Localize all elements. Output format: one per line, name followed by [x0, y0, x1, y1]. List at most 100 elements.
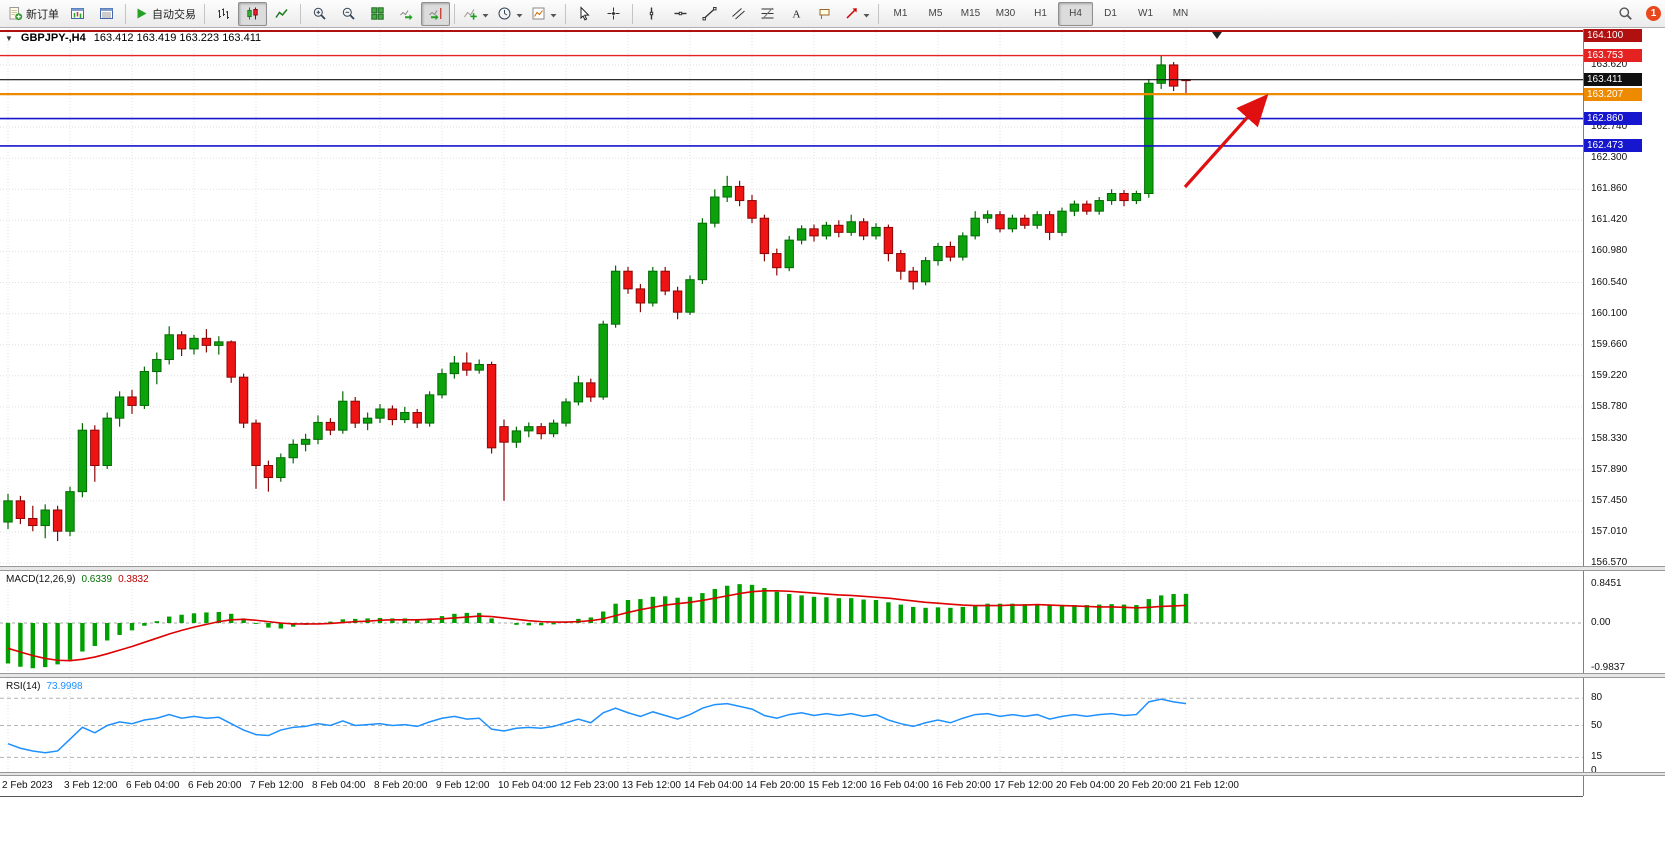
candle[interactable]: [1156, 55, 1166, 89]
candle[interactable]: [1131, 190, 1142, 205]
zoom-out-button[interactable]: [334, 2, 363, 26]
candle[interactable]: [462, 352, 472, 376]
time-axis[interactable]: 2 Feb 2023 3 Feb 12:00 6 Feb 04:00 6 Feb 20…: [0, 776, 1583, 797]
candle[interactable]: [846, 214, 856, 236]
candle[interactable]: [1020, 214, 1030, 229]
new-order-button[interactable]: 新订单: [4, 2, 63, 26]
candle[interactable]: [114, 391, 125, 427]
search-button[interactable]: [1611, 2, 1640, 26]
panel-separator[interactable]: [0, 566, 1665, 571]
autotrading-button[interactable]: 自动交易: [130, 2, 200, 26]
timeframe-h4-button[interactable]: H4: [1058, 1, 1093, 26]
main-price-chart[interactable]: [0, 29, 1583, 566]
candle[interactable]: [164, 326, 174, 365]
candle[interactable]: [486, 361, 497, 454]
candle[interactable]: [784, 235, 794, 272]
candle[interactable]: [1144, 79, 1154, 198]
candle[interactable]: [660, 266, 670, 296]
bar-chart-button[interactable]: [209, 2, 238, 26]
candle[interactable]: [536, 423, 546, 440]
candle[interactable]: [176, 331, 187, 356]
candle[interactable]: [325, 418, 336, 436]
candle[interactable]: [821, 221, 832, 240]
candle[interactable]: [896, 250, 906, 280]
candle[interactable]: [276, 453, 286, 482]
candle[interactable]: [313, 415, 323, 445]
candle[interactable]: [338, 391, 348, 434]
candle[interactable]: [920, 257, 931, 286]
periods-button[interactable]: [493, 2, 527, 26]
candle[interactable]: [759, 214, 770, 262]
candle[interactable]: [548, 419, 559, 438]
candle[interactable]: [586, 378, 596, 402]
fibonacci-button[interactable]: [753, 2, 782, 26]
candle[interactable]: [387, 405, 398, 426]
candle[interactable]: [747, 194, 757, 224]
candle[interactable]: [697, 218, 708, 284]
indicators-button[interactable]: [459, 2, 493, 26]
equidistant-channel-button[interactable]: [724, 2, 753, 26]
candle[interactable]: [1119, 189, 1129, 207]
candle[interactable]: [52, 505, 63, 542]
candle[interactable]: [189, 334, 199, 355]
templates-button[interactable]: [527, 2, 561, 26]
candle[interactable]: [1106, 189, 1117, 205]
candle[interactable]: [449, 355, 460, 379]
candle[interactable]: [201, 329, 212, 353]
vertical-line-button[interactable]: [637, 2, 666, 26]
candle[interactable]: [15, 495, 26, 525]
timeframe-h1-button[interactable]: H1: [1034, 8, 1047, 19]
rsi-panel[interactable]: [0, 678, 1583, 772]
candle[interactable]: [1032, 211, 1042, 229]
candle[interactable]: [424, 391, 435, 427]
candle[interactable]: [883, 224, 894, 262]
candle[interactable]: [40, 504, 50, 539]
timeframe-m5-button[interactable]: M5: [928, 8, 943, 19]
candle[interactable]: [1007, 214, 1018, 233]
candle[interactable]: [152, 352, 162, 385]
candle[interactable]: [28, 505, 38, 532]
trend-arrow-object[interactable]: [1183, 93, 1269, 189]
candle[interactable]: [1094, 197, 1104, 215]
candle[interactable]: [610, 265, 621, 328]
candle[interactable]: [412, 408, 422, 429]
text-button[interactable]: A: [782, 2, 811, 26]
candle[interactable]: [1069, 200, 1080, 217]
candle[interactable]: [499, 419, 509, 501]
candle[interactable]: [933, 242, 943, 266]
candlestick-chart-button[interactable]: [238, 1, 267, 26]
cursor-button[interactable]: [570, 2, 599, 26]
data-window-button[interactable]: [92, 2, 121, 26]
candle[interactable]: [524, 422, 534, 438]
chart-collapse-icon[interactable]: ▼: [5, 33, 13, 43]
candle[interactable]: [65, 486, 75, 537]
candle[interactable]: [734, 180, 745, 207]
timeframe-mn-button[interactable]: MN: [1172, 8, 1189, 19]
candle[interactable]: [796, 225, 807, 245]
candle[interactable]: [511, 426, 522, 448]
candle[interactable]: [995, 211, 1005, 233]
trendline-button[interactable]: [695, 2, 724, 26]
candle[interactable]: [685, 275, 695, 316]
panel-separator[interactable]: [0, 772, 1665, 776]
panel-separator[interactable]: [0, 673, 1665, 678]
candle[interactable]: [908, 266, 918, 290]
arrows-button[interactable]: [840, 2, 874, 26]
candle[interactable]: [672, 286, 683, 320]
candle[interactable]: [871, 223, 881, 240]
candle[interactable]: [226, 340, 236, 383]
candle[interactable]: [1168, 62, 1179, 92]
candle[interactable]: [1057, 207, 1067, 236]
candle[interactable]: [772, 248, 782, 276]
line-chart-button[interactable]: [267, 2, 296, 26]
candle[interactable]: [970, 211, 980, 240]
candle[interactable]: [288, 439, 298, 464]
candle[interactable]: [214, 336, 224, 355]
auto-scroll-button[interactable]: [392, 2, 421, 26]
text-label-button[interactable]: [811, 2, 840, 26]
timeframe-d1-button[interactable]: D1: [1104, 8, 1117, 19]
candle[interactable]: [375, 404, 385, 424]
candle[interactable]: [251, 419, 261, 489]
candle[interactable]: [300, 433, 311, 452]
candle[interactable]: [77, 423, 88, 498]
